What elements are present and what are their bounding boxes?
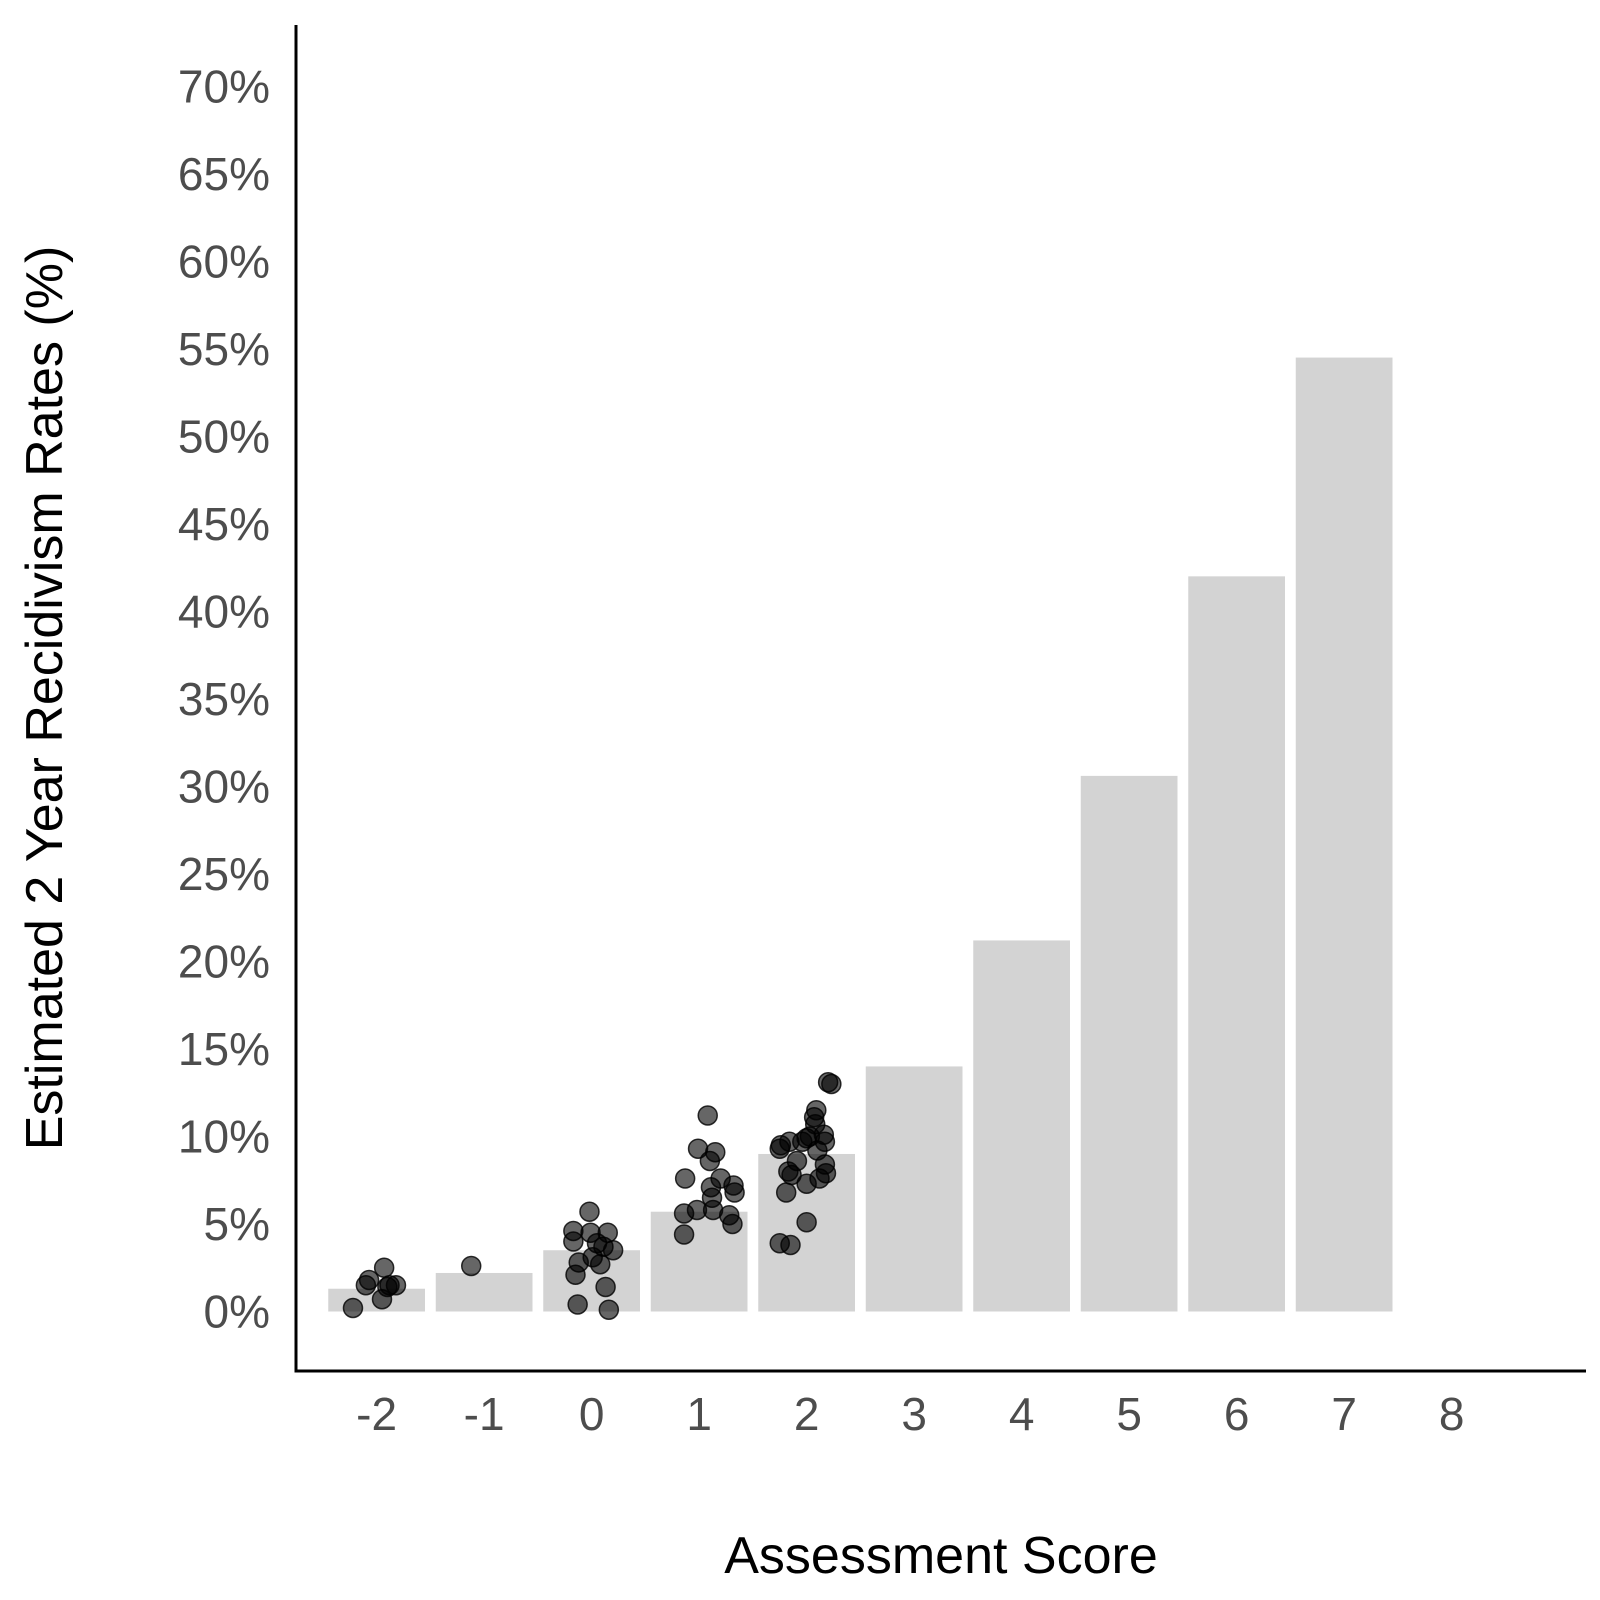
y-tick-label: 45% xyxy=(178,498,270,550)
y-tick-label: 25% xyxy=(178,848,270,900)
data-point xyxy=(598,1299,620,1320)
x-tick-labels: -2 -1 0 1 2 3 4 5 6 7 8 xyxy=(356,1388,1464,1440)
points-layer xyxy=(342,1071,842,1320)
x-tick-label: 8 xyxy=(1439,1388,1465,1440)
y-tick-label: 55% xyxy=(178,323,270,375)
data-point xyxy=(673,1224,695,1245)
data-point xyxy=(796,1211,817,1233)
data-point xyxy=(724,1182,745,1203)
data-point xyxy=(780,1234,801,1256)
x-tick-label: 5 xyxy=(1116,1388,1142,1440)
y-tick-label: 5% xyxy=(204,1198,270,1250)
data-point xyxy=(722,1213,743,1235)
y-tick-labels: 0% 5% 10% 15% 20% 25% 30% 35% 40% 45% 50% 55% 60% 65%… xyxy=(178,60,270,1337)
data-point xyxy=(705,1141,726,1163)
y-tick-label: 15% xyxy=(178,1023,270,1075)
data-point xyxy=(373,1257,395,1278)
data-point xyxy=(595,1276,616,1298)
x-tick-label: 3 xyxy=(901,1388,927,1440)
data-point xyxy=(579,1201,600,1222)
data-point xyxy=(385,1274,407,1296)
data-point xyxy=(775,1182,797,1203)
bar-score--1 xyxy=(435,1272,533,1312)
y-tick-label: 30% xyxy=(178,760,270,812)
y-tick-label: 65% xyxy=(178,148,270,200)
x-tick-label: 0 xyxy=(579,1388,605,1440)
y-axis-title: Estimated 2 Year Recidivism Rates (%) xyxy=(16,246,74,1151)
y-tick-label: 60% xyxy=(178,235,270,287)
x-tick-label: 7 xyxy=(1331,1388,1357,1440)
axes xyxy=(294,25,1586,1373)
x-tick-label: -2 xyxy=(356,1388,397,1440)
x-tick-label: 1 xyxy=(686,1388,712,1440)
data-point xyxy=(597,1222,618,1243)
data-point xyxy=(806,1099,827,1121)
bar-score-7 xyxy=(1295,357,1393,1312)
y-tick-label: 0% xyxy=(204,1285,270,1337)
data-point xyxy=(821,1073,842,1095)
data-point xyxy=(815,1162,837,1184)
x-tick-label: -1 xyxy=(464,1388,505,1440)
data-point xyxy=(786,1150,808,1172)
x-tick-label: 2 xyxy=(794,1388,820,1440)
y-tick-label: 35% xyxy=(178,673,270,725)
y-tick-label: 50% xyxy=(178,410,270,462)
data-point xyxy=(814,1131,836,1152)
bar-score-4 xyxy=(973,940,1070,1312)
y-tick-label: 10% xyxy=(178,1110,270,1162)
bars-layer xyxy=(328,357,1393,1312)
bar-score-6 xyxy=(1188,576,1285,1312)
data-point xyxy=(563,1220,584,1242)
data-point xyxy=(342,1297,364,1319)
data-point xyxy=(674,1168,696,1189)
bar-score-5 xyxy=(1080,775,1178,1312)
y-tick-label: 40% xyxy=(178,585,270,637)
x-axis-title: Assessment Score xyxy=(724,1527,1158,1585)
data-point xyxy=(460,1255,482,1277)
y-tick-label: 20% xyxy=(178,935,270,987)
data-point xyxy=(697,1105,718,1126)
data-point xyxy=(567,1294,588,1315)
x-tick-label: 4 xyxy=(1009,1388,1035,1440)
data-point xyxy=(602,1239,624,1261)
y-tick-label: 70% xyxy=(178,60,270,112)
bar-score-3 xyxy=(865,1066,963,1312)
x-tick-label: 6 xyxy=(1224,1388,1250,1440)
data-point xyxy=(358,1269,380,1291)
